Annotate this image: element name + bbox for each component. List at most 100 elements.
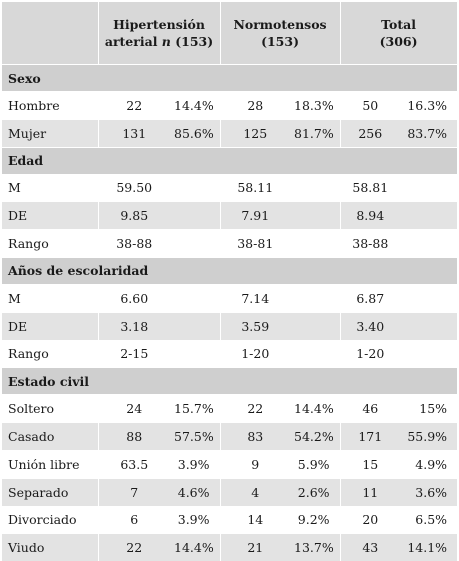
normotensive-percent xyxy=(290,229,341,258)
total-count: 15 xyxy=(340,449,401,479)
table-row: M 6.60 7.14 6.87 xyxy=(2,283,458,313)
normotensive-percent xyxy=(290,339,341,368)
normotensive-count: 1-20 xyxy=(220,339,291,368)
normotensive-percent: 2.6% xyxy=(290,477,341,507)
row-label: Viudo xyxy=(2,533,99,561)
total-count: 43 xyxy=(340,533,401,561)
row-label: Rango xyxy=(2,229,99,258)
total-percent: 83.7% xyxy=(400,118,458,148)
total-count: 6.87 xyxy=(340,283,401,313)
header-hypertension-line2-post: (153) xyxy=(170,34,214,49)
table-row: Mujer 131 85.6% 125 81.7% 256 83.7% xyxy=(2,118,458,148)
hypertension-count: 2-15 xyxy=(98,339,170,368)
hypertension-percent: 3.9% xyxy=(170,449,221,479)
hypertension-percent: 14.4% xyxy=(170,91,221,120)
hypertension-percent xyxy=(170,283,221,313)
normotensive-percent: 81.7% xyxy=(290,118,341,148)
row-label: M xyxy=(2,283,99,313)
normotensive-percent xyxy=(290,283,341,313)
hypertension-percent: 14.4% xyxy=(170,533,221,561)
total-count: 58.81 xyxy=(340,173,401,202)
section-header-row: Edad xyxy=(2,146,458,175)
header-total-line1: Total xyxy=(381,17,416,32)
header-normotensive-line1: Normotensos xyxy=(233,17,327,32)
header-normotensive-line2: (153) xyxy=(261,34,299,49)
row-label: Casado xyxy=(2,422,99,451)
total-count: 38-88 xyxy=(340,229,401,258)
row-label: DE xyxy=(2,201,99,230)
header-hypertension-n: n xyxy=(161,34,171,49)
normotensive-percent: 5.9% xyxy=(290,449,341,479)
total-count: 50 xyxy=(340,91,401,120)
hypertension-percent xyxy=(170,339,221,368)
total-count: 46 xyxy=(340,394,401,423)
total-percent: 4.9% xyxy=(400,449,458,479)
row-label: DE xyxy=(2,311,99,341)
normotensive-count: 125 xyxy=(220,118,291,148)
row-label: Hombre xyxy=(2,91,99,120)
normotensive-count: 21 xyxy=(220,533,291,561)
hypertension-count: 9.85 xyxy=(98,201,170,230)
total-percent: 3.6% xyxy=(400,477,458,507)
header-hypertension-line2-pre: arterial xyxy=(104,34,162,49)
normotensive-count: 9 xyxy=(220,449,291,479)
row-label: Soltero xyxy=(2,394,99,423)
normotensive-percent xyxy=(290,201,341,230)
total-count: 11 xyxy=(340,477,401,507)
total-percent xyxy=(400,283,458,313)
hypertension-percent: 3.9% xyxy=(170,505,221,534)
normotensive-count: 14 xyxy=(220,505,291,534)
hypertension-count: 59.50 xyxy=(98,173,170,202)
section-header-row: Estado civil xyxy=(2,367,458,395)
hypertension-count: 6 xyxy=(98,505,170,534)
hypertension-percent: 4.6% xyxy=(170,477,221,507)
normotensive-count: 7.14 xyxy=(220,283,291,313)
hypertension-count: 3.18 xyxy=(98,311,170,341)
hypertension-count: 22 xyxy=(98,533,170,561)
header-total-line2: (306) xyxy=(379,34,418,49)
total-count: 1-20 xyxy=(340,339,401,368)
normotensive-count: 3.59 xyxy=(220,311,291,341)
table-header-row: Hipertensión arterial n (153) Normotenso… xyxy=(2,2,458,65)
normotensive-percent xyxy=(290,173,341,202)
normotensive-count: 83 xyxy=(220,422,291,451)
header-hypertension: Hipertensión arterial n (153) xyxy=(98,2,221,65)
hypertension-percent: 15.7% xyxy=(170,394,221,423)
hypertension-percent: 85.6% xyxy=(170,118,221,148)
hypertension-count: 24 xyxy=(98,394,170,423)
normotensive-count: 22 xyxy=(220,394,291,423)
table-row: DE 3.18 3.59 3.40 xyxy=(2,311,458,341)
total-percent: 15% xyxy=(400,394,458,423)
hypertension-count: 88 xyxy=(98,422,170,451)
hypertension-percent xyxy=(170,173,221,202)
total-percent xyxy=(400,311,458,341)
table-row: Separado 7 4.6% 4 2.6% 11 3.6% xyxy=(2,477,458,507)
normotensive-percent: 9.2% xyxy=(290,505,341,534)
table-row: Rango 2-15 1-20 1-20 xyxy=(2,339,458,368)
table-row: Viudo 22 14.4% 21 13.7% 43 14.1% xyxy=(2,533,458,561)
row-label: Divorciado xyxy=(2,505,99,534)
total-count: 8.94 xyxy=(340,201,401,230)
normotensive-count: 28 xyxy=(220,91,291,120)
total-count: 256 xyxy=(340,118,401,148)
table-row: Divorciado 6 3.9% 14 9.2% 20 6.5% xyxy=(2,505,458,534)
row-label: Separado xyxy=(2,477,99,507)
total-count: 20 xyxy=(340,505,401,534)
normotensive-count: 4 xyxy=(220,477,291,507)
row-label: Mujer xyxy=(2,118,99,148)
normotensive-percent: 14.4% xyxy=(290,394,341,423)
header-hypertension-line1: Hipertensión xyxy=(113,17,205,32)
hypertension-count: 22 xyxy=(98,91,170,120)
section-title: Años de escolaridad xyxy=(2,256,458,285)
total-count: 3.40 xyxy=(340,311,401,341)
hypertension-percent xyxy=(170,229,221,258)
table-row: Soltero 24 15.7% 22 14.4% 46 15% xyxy=(2,394,458,423)
normotensive-count: 58.11 xyxy=(220,173,291,202)
table-row: Unión libre 63.5 3.9% 9 5.9% 15 4.9% xyxy=(2,449,458,479)
row-label: Rango xyxy=(2,339,99,368)
total-percent: 55.9% xyxy=(400,422,458,451)
section-title: Estado civil xyxy=(2,367,458,395)
table-row: Casado 88 57.5% 83 54.2% 171 55.9% xyxy=(2,422,458,451)
total-count: 171 xyxy=(340,422,401,451)
